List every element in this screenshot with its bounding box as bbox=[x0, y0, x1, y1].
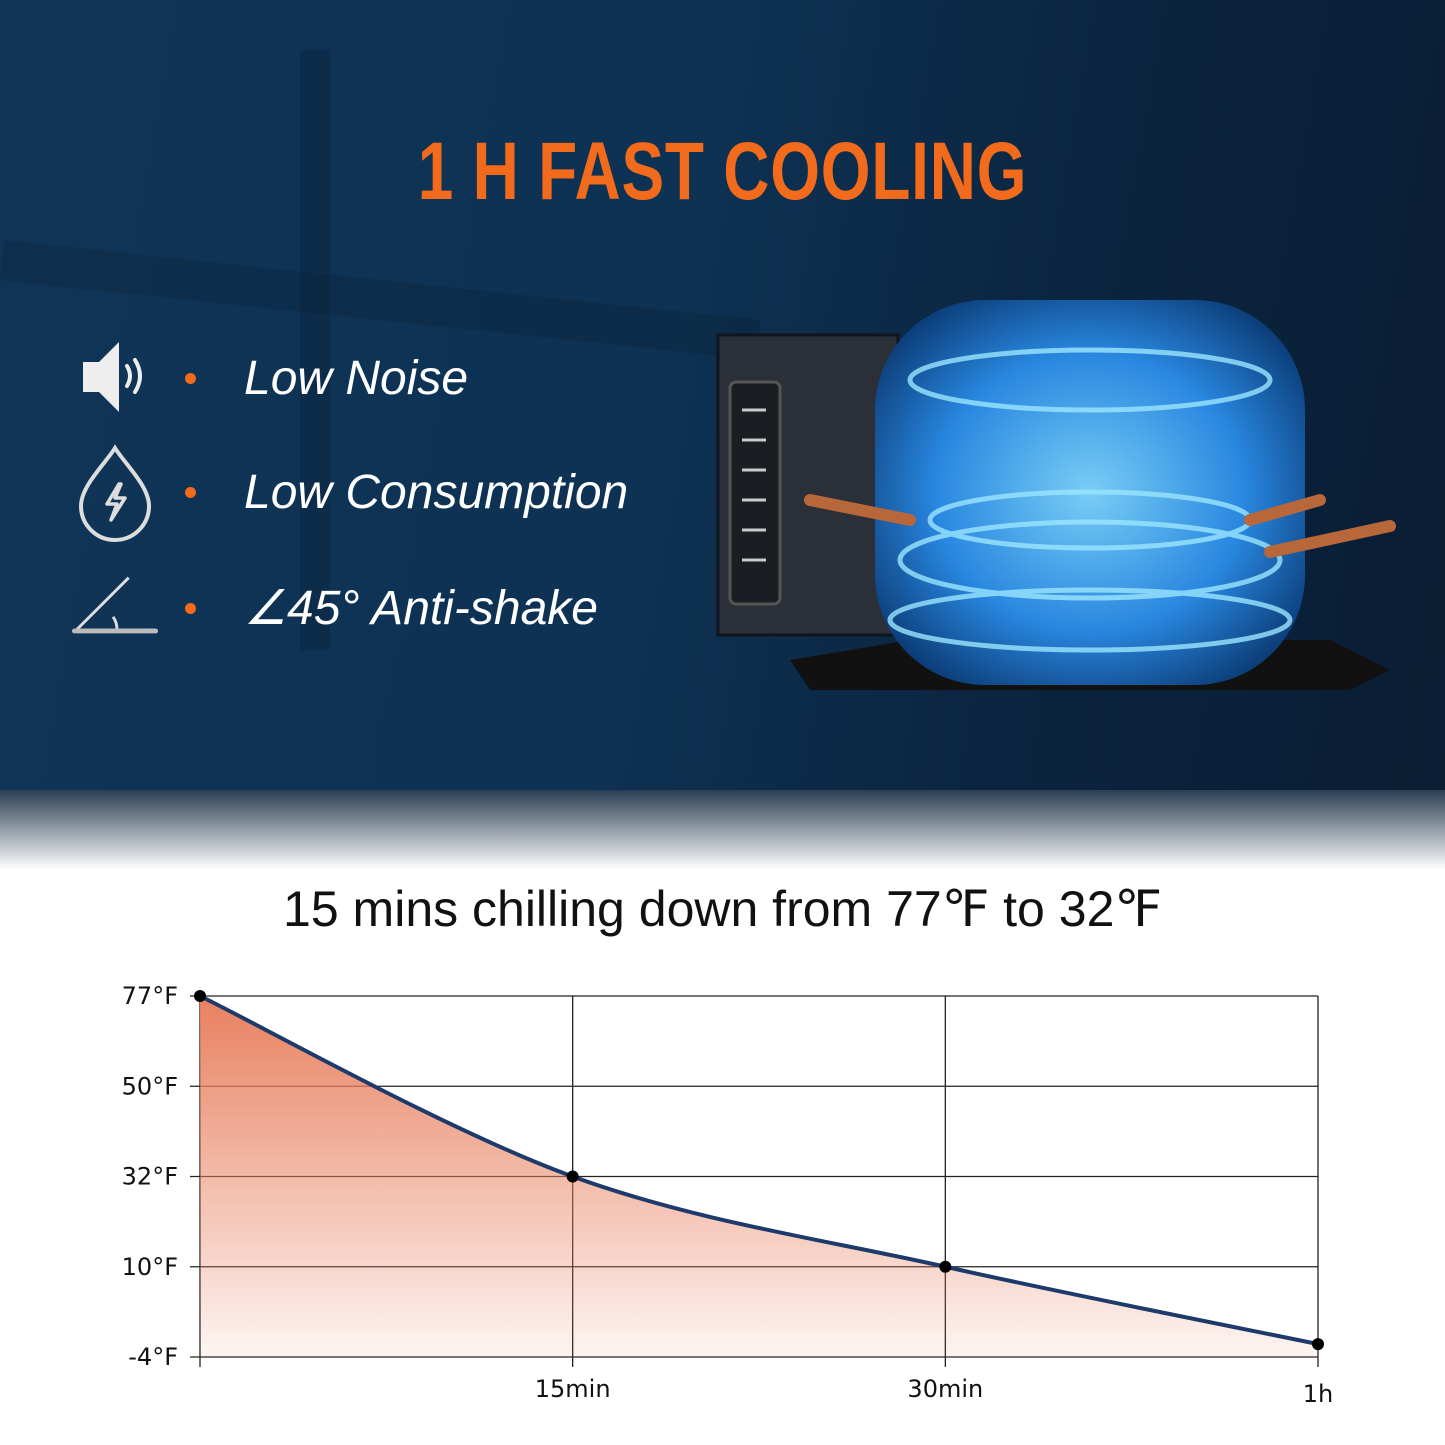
cooling-chart: 77°F 50°F 32°F 10°F -4°F 15min 30min 1h bbox=[122, 982, 1334, 1408]
data-point bbox=[194, 990, 206, 1002]
series-line bbox=[199, 994, 1319, 1347]
y-tick-label: 77°F bbox=[122, 982, 178, 1010]
x-tick-label: 30min bbox=[907, 1375, 983, 1403]
speaker-icon bbox=[70, 333, 160, 423]
feature-label: ∠45° Anti-shake bbox=[244, 582, 598, 635]
chart-title: 15 mins chilling down from 77℉ to 32℉ bbox=[283, 881, 1162, 937]
area-fill bbox=[200, 996, 1318, 1357]
bullet bbox=[185, 486, 196, 498]
data-point bbox=[939, 1260, 952, 1273]
feature-label: Low Consumption bbox=[244, 465, 629, 519]
section-divider bbox=[0, 790, 1445, 870]
y-tick-label: 32°F bbox=[122, 1163, 178, 1191]
headline: 1 H FAST COOLING bbox=[417, 126, 1028, 217]
angle-icon bbox=[70, 563, 160, 653]
y-tick-label: 10°F bbox=[122, 1253, 178, 1281]
feature-anti-shake: ∠45° Anti-shake bbox=[70, 573, 598, 643]
y-tick-label: -4°F bbox=[128, 1343, 178, 1371]
y-tick-label: 50°F bbox=[122, 1072, 178, 1100]
feature-label: Low Noise bbox=[244, 351, 469, 405]
background-shadow bbox=[300, 50, 330, 650]
bullet bbox=[185, 602, 196, 614]
data-point bbox=[1312, 1338, 1324, 1351]
feature-low-noise: Low Noise bbox=[70, 342, 469, 413]
bullet bbox=[185, 372, 196, 384]
x-tick-label: 15min bbox=[535, 1375, 611, 1403]
x-tick-label: 1h bbox=[1303, 1380, 1333, 1408]
feature-low-consumption: Low Consumption bbox=[70, 444, 629, 542]
drop-bolt-icon bbox=[70, 444, 160, 542]
compressor-image bbox=[716, 300, 1396, 690]
data-point bbox=[566, 1170, 579, 1183]
hero-banner: 1 H FAST COOLING Low Noise Low Consumpti… bbox=[0, 0, 1445, 800]
